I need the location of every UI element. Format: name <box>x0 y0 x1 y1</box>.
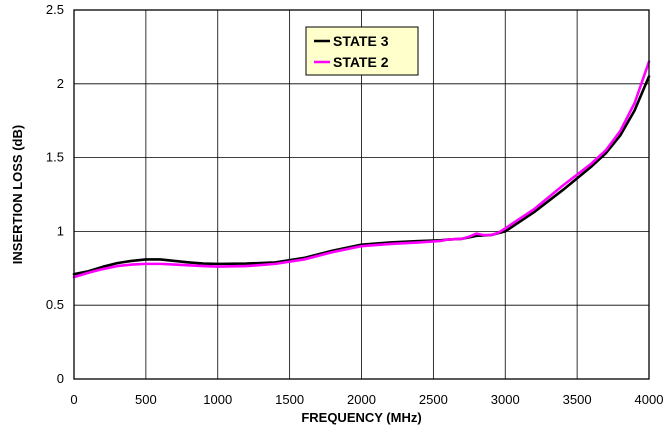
y-tick-label: 2.5 <box>46 2 64 17</box>
series-line-state-2 <box>72 60 651 279</box>
plot-frame <box>73 9 650 380</box>
y-tick-label: 1 <box>57 223 64 238</box>
legend-label-state-3: STATE 3 <box>333 33 389 49</box>
x-tick-label: 3500 <box>563 392 592 407</box>
y-tick-label: 2 <box>57 76 64 91</box>
x-tick-label: 0 <box>70 392 77 407</box>
x-tick-labels: 0 500 1000 1500 2000 2500 3000 3500 4000 <box>70 392 663 407</box>
y-tick-label: 0.5 <box>46 297 64 312</box>
legend-label-state-2: STATE 2 <box>333 54 389 70</box>
x-tick-label: 3000 <box>491 392 520 407</box>
series-layer <box>72 60 651 279</box>
y-tick-label: 0 <box>57 371 64 386</box>
y-tick-labels: 0 0.5 1 1.5 2 2.5 <box>46 2 64 386</box>
y-axis-title: INSERTION LOSS (dB) <box>10 125 25 264</box>
x-axis-title: FREQUENCY (MHz) <box>301 410 421 425</box>
x-tick-label: 500 <box>135 392 157 407</box>
y-tick-label: 1.5 <box>46 150 64 165</box>
x-tick-label: 2500 <box>419 392 448 407</box>
legend-box <box>305 26 419 76</box>
x-tick-label: 1500 <box>275 392 304 407</box>
legend: STATE 3 STATE 2 <box>305 26 419 76</box>
x-tick-label: 2000 <box>347 392 376 407</box>
series-line-state-3 <box>72 75 651 276</box>
x-tick-label: 1000 <box>203 392 232 407</box>
x-tick-label: 4000 <box>635 392 664 407</box>
